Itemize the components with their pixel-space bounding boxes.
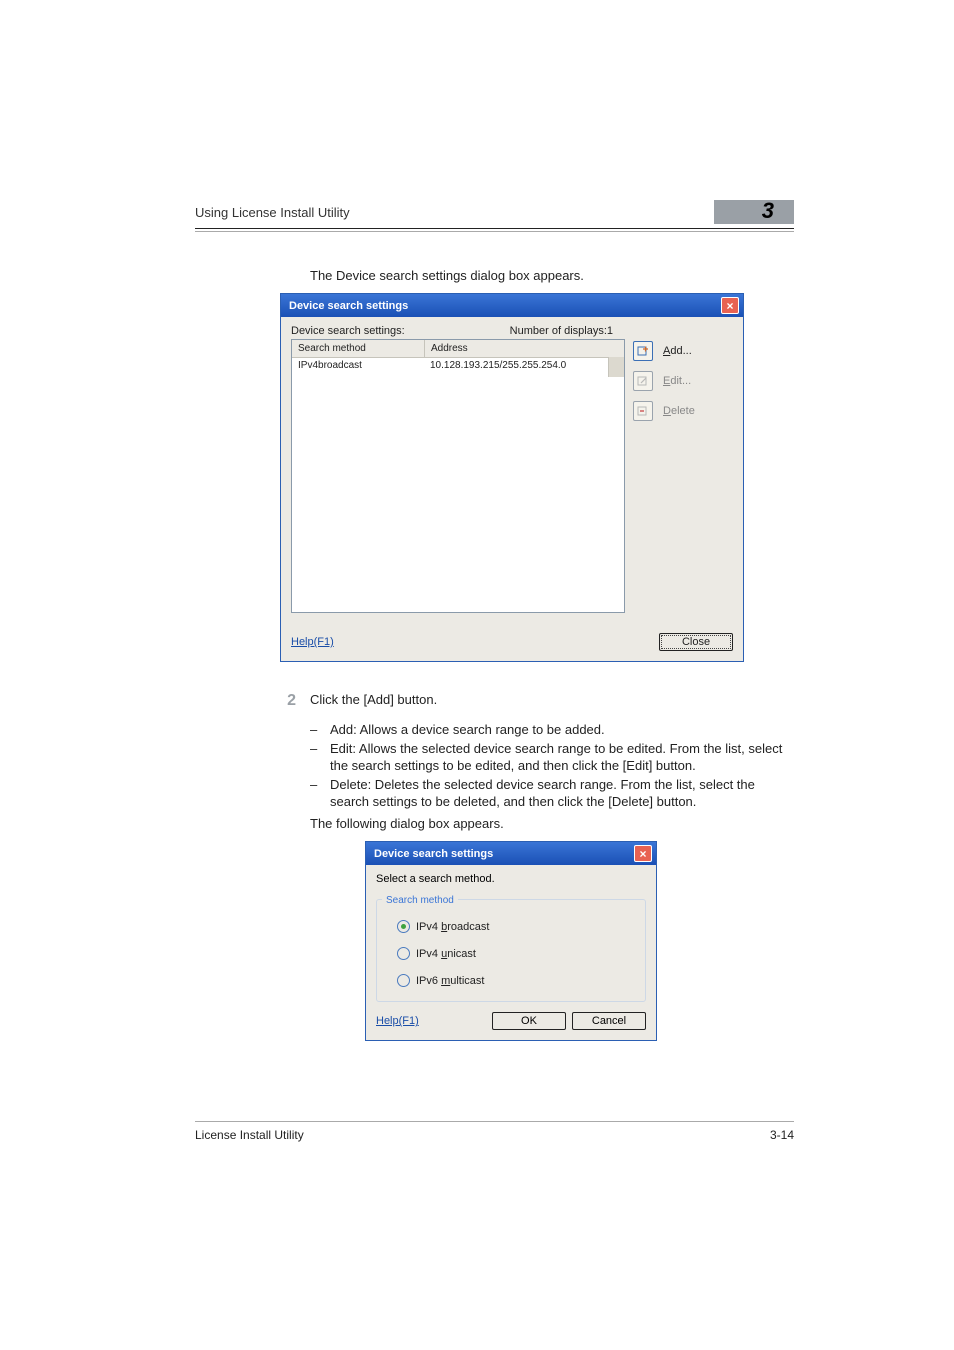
close-icon[interactable]: × (721, 297, 739, 314)
add-label: Add... (663, 345, 692, 357)
cancel-button[interactable]: Cancel (572, 1012, 646, 1030)
bullet-dash: – (310, 722, 320, 739)
header-rule-2 (195, 231, 794, 232)
bullet-dash: – (310, 777, 320, 811)
edit-label: Edit... (663, 375, 691, 387)
radio-ipv6-multicast[interactable]: IPv6 multicast (397, 974, 633, 987)
radio-ipv4-unicast[interactable]: IPv4 unicast (397, 947, 633, 960)
bullet-edit: Edit: Allows the selected device search … (330, 741, 794, 775)
footer-right: 3-14 (770, 1128, 794, 1142)
radio-label: IPv4 broadcast (416, 921, 489, 933)
intro-text: The Device search settings dialog box ap… (310, 268, 794, 283)
delete-button[interactable]: Delete (633, 401, 695, 421)
footer-rule (195, 1121, 794, 1122)
delete-label: Delete (663, 405, 695, 417)
edit-button[interactable]: Edit... (633, 371, 695, 391)
list-row[interactable]: IPv4broadcast 10.128.193.215/255.255.254… (292, 358, 624, 373)
fieldset-legend: Search method (382, 895, 458, 906)
cell-method: IPv4broadcast (292, 358, 424, 373)
step-text: Click the [Add] button. (310, 692, 437, 710)
ok-button[interactable]: OK (492, 1012, 566, 1030)
following-text: The following dialog box appears. (310, 816, 794, 831)
help-link[interactable]: Help(F1) (376, 1015, 419, 1027)
radio-icon (397, 920, 410, 933)
column-search-method[interactable]: Search method (292, 340, 425, 357)
radio-ipv4-broadcast[interactable]: IPv4 broadcast (397, 920, 633, 933)
edit-icon (633, 371, 653, 391)
bullet-dash: – (310, 741, 320, 775)
close-icon[interactable]: × (634, 845, 652, 862)
instruction-text: Select a search method. (376, 873, 646, 885)
dialog-titlebar: Device search settings × (281, 294, 743, 317)
radio-icon (397, 974, 410, 987)
display-count-label: Number of displays:1 (510, 325, 613, 337)
section-number-tab: 3 (714, 200, 794, 224)
page-header-title: Using License Install Utility (195, 205, 714, 220)
radio-label: IPv4 unicast (416, 948, 476, 960)
radio-label: IPv6 multicast (416, 975, 485, 987)
list-header: Search method Address (292, 340, 624, 358)
device-search-settings-dialog: Device search settings × Device search s… (280, 293, 744, 662)
dialog2-title: Device search settings (374, 848, 493, 860)
bullet-delete: Delete: Deletes the selected device sear… (330, 777, 794, 811)
add-icon (633, 341, 653, 361)
cell-address: 10.128.193.215/255.255.254.0 (424, 358, 624, 373)
step-number: 2 (282, 692, 296, 710)
footer-left: License Install Utility (195, 1128, 304, 1142)
help-link[interactable]: Help(F1) (291, 636, 334, 648)
search-settings-list[interactable]: Search method Address IPv4broadcast 10.1… (291, 339, 625, 613)
close-button[interactable]: Close (659, 633, 733, 651)
search-method-dialog: Device search settings × Select a search… (365, 841, 657, 1041)
header-rule-1 (195, 228, 794, 229)
column-address[interactable]: Address (425, 340, 624, 357)
delete-icon (633, 401, 653, 421)
dialog2-titlebar: Device search settings × (366, 842, 656, 865)
add-button[interactable]: Add... (633, 341, 695, 361)
bullet-add: Add: Allows a device search range to be … (330, 722, 794, 739)
dialog-title: Device search settings (289, 300, 408, 312)
scrollbar-stub (608, 357, 624, 377)
search-method-fieldset: IPv4 broadcast IPv4 unicast IPv6 multica… (376, 899, 646, 1002)
settings-label: Device search settings: (291, 325, 405, 337)
radio-icon (397, 947, 410, 960)
